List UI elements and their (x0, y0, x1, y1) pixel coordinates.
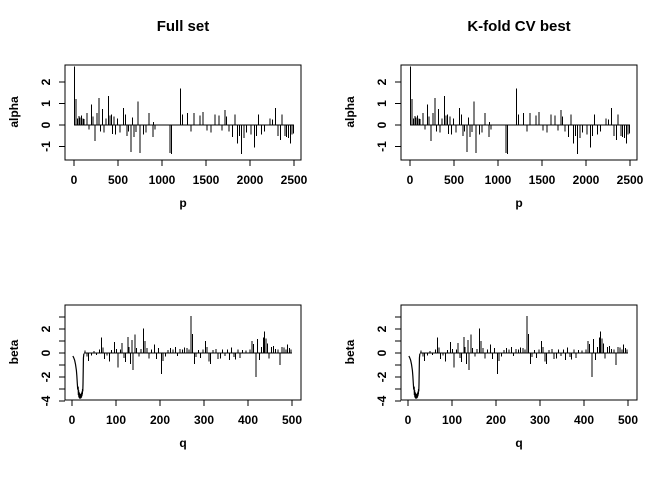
y-axis-ticks: 2 0 -2 -4 (39, 316, 65, 406)
x-tick-label: 1500 (193, 173, 220, 187)
y-tick-label: 1 (375, 100, 389, 107)
y-tick-label: 2 (375, 78, 389, 85)
x-tick-label: 2000 (237, 173, 264, 187)
y-axis-ticks: -1 0 1 2 (375, 78, 401, 152)
lead-in-curve (72, 353, 85, 399)
x-tick-label: 300 (194, 413, 214, 427)
x-axis-ticks: 0 100 200 300 400 500 (405, 400, 638, 427)
data-spikes (409, 66, 631, 155)
beta-plot-kfold: 0 100 200 300 400 500 2 0 -2 -4 (375, 304, 638, 427)
panel-kfold-beta: beta 0 100 200 300 400 500 2 0 -2 -4 q (336, 240, 672, 480)
y-tick-label: -2 (375, 371, 389, 382)
y-tick-label: -2 (39, 371, 53, 382)
x-tick-label: 200 (150, 413, 170, 427)
x-tick-label: 100 (442, 413, 462, 427)
x-tick-label: 2000 (573, 173, 600, 187)
x-tick-label: 2500 (617, 173, 644, 187)
x-tick-label: 500 (108, 173, 128, 187)
x-tick-label: 100 (106, 413, 126, 427)
y-axis-ticks: -1 0 1 2 (39, 78, 65, 152)
y-tick-label: 2 (39, 78, 53, 85)
alpha-plot-kfold: 0 500 1000 1500 2000 2500 -1 0 1 2 (375, 64, 644, 187)
x-tick-label: 500 (618, 413, 638, 427)
x-axis-label: q (515, 436, 523, 450)
x-tick-label: 300 (530, 413, 550, 427)
y-tick-label: 2 (39, 325, 53, 332)
x-tick-label: 2500 (281, 173, 308, 187)
x-tick-label: 500 (282, 413, 302, 427)
panel-title: Full set (156, 18, 210, 35)
panel-kfold-alpha: K-fold CV best alpha 0 500 1000 1500 2000 250… (336, 0, 672, 240)
y-tick-label: 0 (39, 121, 53, 128)
x-axis-label: p (515, 196, 523, 210)
y-tick-label: -4 (375, 395, 389, 406)
y-tick-label: 1 (39, 100, 53, 107)
y-tick-label: -4 (39, 395, 53, 406)
y-tick-label: 2 (375, 325, 389, 332)
x-tick-label: 0 (407, 173, 414, 187)
x-tick-label: 400 (574, 413, 594, 427)
x-axis-ticks: 0 100 200 300 400 500 (69, 400, 302, 427)
x-tick-label: 0 (405, 413, 412, 427)
plot-box (64, 64, 302, 161)
alpha-plot-full-set: 0 500 1000 1500 2000 2500 -1 0 1 2 (39, 64, 308, 187)
y-tick-label: 0 (375, 349, 389, 356)
x-tick-label: 1000 (485, 173, 512, 187)
y-axis-ticks: 2 0 -2 -4 (375, 316, 401, 406)
y-tick-label: 0 (39, 349, 53, 356)
plot-box (400, 64, 638, 161)
x-tick-label: 200 (486, 413, 506, 427)
y-tick-label: -1 (375, 141, 389, 152)
panel-title: K-fold CV best (467, 18, 571, 35)
lead-in-curve (408, 353, 421, 399)
y-tick-label: -1 (39, 141, 53, 152)
panel-full-set-alpha: Full set alpha 0 500 1000 1500 2000 2500 -1 0 1 2… (0, 0, 336, 240)
x-tick-label: 500 (444, 173, 464, 187)
x-tick-label: 1500 (529, 173, 556, 187)
x-tick-label: 400 (238, 413, 258, 427)
y-tick-label: 0 (375, 121, 389, 128)
data-spikes (73, 66, 295, 155)
x-axis-label: p (179, 196, 187, 210)
x-tick-label: 0 (71, 173, 78, 187)
x-tick-label: 1000 (149, 173, 176, 187)
x-axis-label: q (179, 436, 187, 450)
beta-plot-full-set: 0 100 200 300 400 500 2 0 -2 -4 (39, 304, 302, 427)
panel-full-set-beta: beta 0 100 200 300 400 500 2 0 -2 -4 q (0, 240, 336, 480)
x-tick-label: 0 (69, 413, 76, 427)
x-axis-ticks: 0 500 1000 1500 2000 2500 (407, 160, 644, 187)
x-axis-ticks: 0 500 1000 1500 2000 2500 (71, 160, 308, 187)
data-spikes (420, 315, 628, 377)
data-spikes (84, 315, 292, 377)
